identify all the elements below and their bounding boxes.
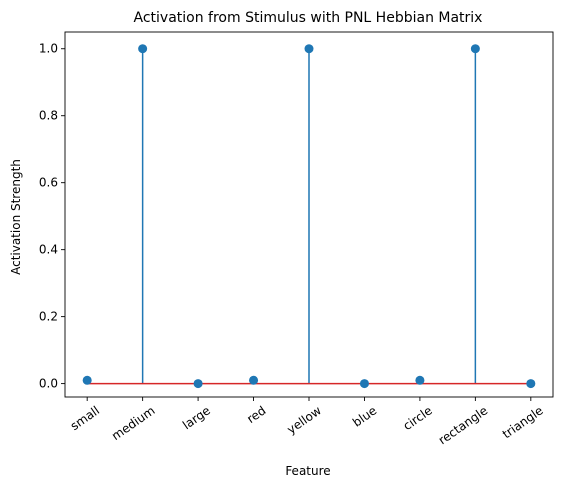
x-tick-label-yellow: yellow [284, 403, 324, 437]
x-tick-label-large: large [180, 403, 213, 432]
x-tick-label-blue: blue [350, 403, 379, 429]
plot-area: 0.0 0.2 0.4 0.6 0.8 1.0 small medium large red yel… [39, 31, 554, 447]
y-axis-label: Activation Strength [9, 159, 23, 275]
y-tick-label: 0.8 [39, 109, 58, 123]
marker-medium [138, 44, 148, 54]
y-tick-label: 1.0 [39, 42, 58, 56]
y-tick-label: 0.6 [39, 176, 58, 190]
marker-small [82, 375, 92, 385]
x-tick-label-red: red [244, 403, 268, 426]
marker-triangle [526, 379, 536, 389]
x-axis-label: Feature [285, 464, 330, 478]
x-tick-label-circle: circle [401, 403, 435, 433]
y-tick-label: 0.2 [39, 310, 58, 324]
marker-yellow [304, 44, 314, 54]
marker-large [193, 379, 203, 389]
y-tick-label: 0.0 [39, 377, 58, 391]
x-tick-label-medium: medium [109, 403, 157, 443]
x-tick-label-small: small [68, 403, 102, 433]
marker-blue [359, 379, 369, 389]
marker-circle [415, 375, 425, 385]
chart-title: Activation from Stimulus with PNL Hebbia… [134, 10, 483, 26]
x-tick-label-rectangle: rectangle [436, 403, 490, 447]
y-tick-label: 0.4 [39, 243, 58, 257]
marker-rectangle [470, 44, 480, 54]
x-tick-label-triangle: triangle [500, 403, 546, 441]
marker-red [249, 375, 259, 385]
